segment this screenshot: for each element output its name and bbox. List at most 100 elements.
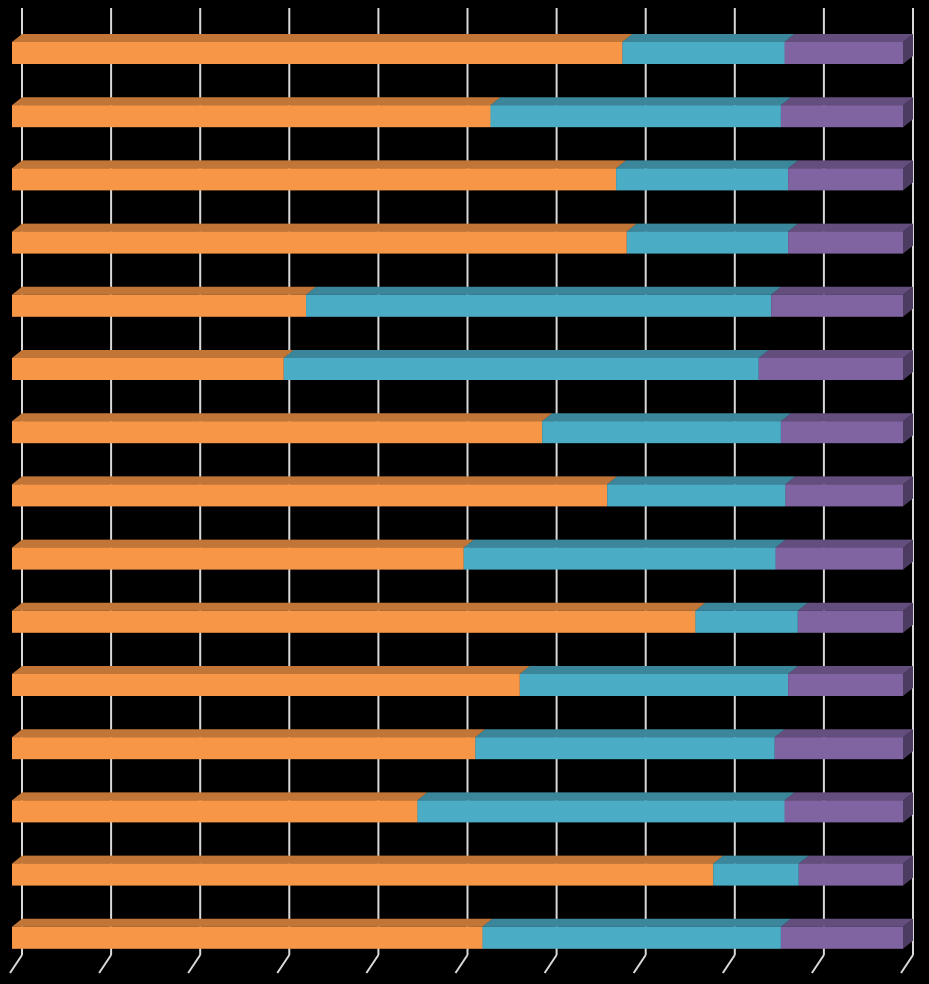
bar-segment-top: [713, 855, 809, 864]
bar-segment-top: [490, 97, 791, 106]
bar-side: [903, 160, 913, 191]
bar-row: [12, 602, 913, 633]
bar-segment: [475, 737, 775, 760]
bar-segment-top: [12, 918, 493, 927]
bar-side: [903, 97, 913, 128]
bar-side: [903, 223, 913, 254]
bar-segment: [788, 231, 903, 254]
bar-segment-top: [12, 34, 633, 42]
bar-segment-top: [542, 413, 791, 422]
bar-side: [903, 666, 913, 696]
bar-segment-top: [798, 855, 913, 864]
bar-segment-top: [775, 539, 913, 548]
bar-segment: [283, 358, 759, 380]
bar-segment-top: [12, 666, 530, 674]
bar-segment: [12, 926, 483, 949]
bar-segment: [784, 42, 903, 64]
bar-segment-top: [784, 34, 913, 42]
bar-segment: [12, 294, 307, 317]
bar-row: [12, 223, 913, 254]
bar-segment-top: [12, 792, 428, 801]
bar-side: [903, 918, 913, 949]
bar-segment-top: [788, 666, 913, 674]
bar-segment-top: [475, 729, 785, 738]
floor-tick: [721, 954, 736, 974]
bar-segment: [12, 674, 520, 696]
bar-segment: [542, 421, 781, 444]
bar-row: [12, 476, 913, 507]
bar-segment: [780, 926, 903, 949]
bar-segment-top: [622, 34, 795, 42]
bar-side: [903, 539, 913, 570]
bar-segment-top: [12, 350, 294, 358]
bar-segment: [607, 484, 786, 507]
bar-segment-top: [306, 286, 782, 295]
bar-segment: [490, 105, 781, 128]
bar-row: [12, 666, 913, 696]
bar-segment-top: [417, 792, 795, 801]
bar-row: [12, 350, 913, 380]
bar-segment: [482, 926, 781, 949]
bar-segment: [12, 105, 491, 128]
bar-segment: [463, 547, 776, 570]
floor-tick: [365, 954, 380, 974]
bars: [12, 34, 913, 949]
bar-segment-top: [616, 160, 799, 169]
bar-segment-top: [797, 602, 913, 611]
bar-segment: [12, 421, 543, 444]
bar-segment-top: [12, 476, 618, 485]
bar-segment: [12, 737, 476, 760]
bar-row: [12, 160, 913, 191]
bar-segment: [622, 42, 785, 64]
bar-segment-top: [626, 223, 799, 232]
bar-segment: [695, 610, 798, 633]
bar-segment-top: [519, 666, 799, 674]
floor-tick: [811, 954, 825, 974]
bar-side: [903, 350, 913, 380]
bar-segment-top: [771, 286, 913, 295]
floor-tick: [187, 954, 202, 974]
bar-side: [903, 729, 913, 760]
bar-segment: [306, 294, 772, 317]
bar-segment: [785, 484, 903, 507]
bar-segment: [713, 863, 799, 886]
bar-segment-top: [463, 539, 786, 548]
bar-segment: [12, 231, 627, 254]
bar-segment: [798, 863, 903, 886]
bar-segment-top: [12, 729, 486, 738]
bar-segment-top: [12, 286, 317, 295]
floor-tick: [900, 954, 914, 974]
floor-tick: [454, 954, 469, 974]
bar-segment-top: [695, 602, 808, 611]
bar-segment-top: [780, 97, 913, 106]
bar-side: [903, 855, 913, 886]
bar-segment-top: [12, 602, 706, 611]
bar-row: [12, 286, 913, 317]
bar-side: [903, 413, 913, 444]
bar-side: [903, 602, 913, 633]
bar-segment: [780, 421, 903, 444]
bar-segment-top: [785, 476, 913, 485]
floor-tick: [9, 954, 23, 974]
bar-side: [903, 286, 913, 317]
bar-segment: [774, 737, 903, 760]
bar-side: [903, 792, 913, 823]
bar-row: [12, 855, 913, 886]
bar-segment: [780, 105, 903, 128]
bar-segment: [626, 231, 789, 254]
bar-segment-top: [12, 97, 501, 106]
floor-tick: [98, 954, 112, 974]
bar-segment: [12, 610, 696, 633]
floor-tick: [276, 954, 291, 974]
bar-segment-top: [758, 350, 913, 358]
bar-side: [903, 476, 913, 507]
bar-segment: [12, 863, 714, 886]
bar-segment-top: [784, 792, 913, 801]
bar-segment: [12, 547, 464, 570]
floor-tick: [543, 954, 558, 974]
bar-segment-top: [607, 476, 796, 485]
bar-segment-top: [283, 350, 769, 358]
bar-row: [12, 97, 913, 128]
bar-segment: [616, 168, 789, 191]
